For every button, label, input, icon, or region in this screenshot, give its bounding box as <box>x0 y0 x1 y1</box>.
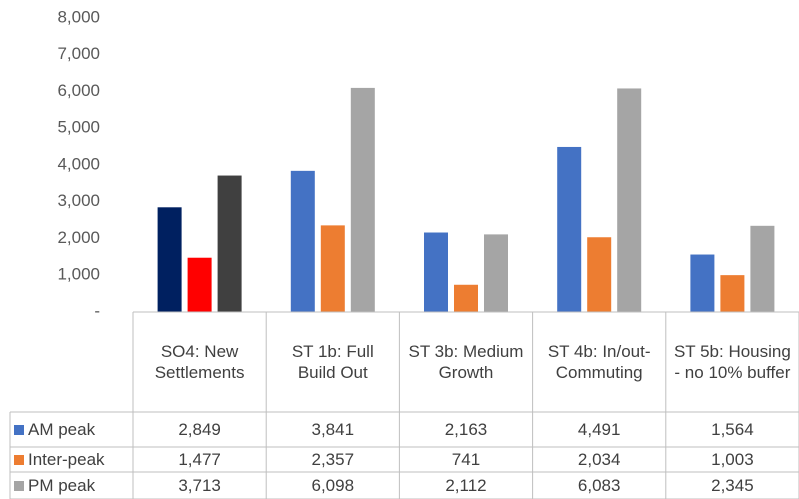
category-label-text: ST 4b: In/out-Commuting <box>547 342 651 382</box>
table-value-text: 741 <box>451 450 481 469</box>
table-value-text: 3,713 <box>178 476 221 495</box>
table-value-text: 2,849 <box>178 420 221 439</box>
table-value: 2,034 <box>533 447 666 472</box>
y-tick-label: 8,000 <box>57 7 100 26</box>
table-value: 2,849 <box>133 412 266 447</box>
table-value-text: 2,357 <box>311 450 355 469</box>
table-value-text: 2,345 <box>711 476 754 495</box>
legend-text: Inter-peak <box>28 450 105 469</box>
bar <box>750 225 775 312</box>
table-value: 1,477 <box>133 447 266 472</box>
table-value: 2,112 <box>399 472 532 499</box>
table-value-text: 2,112 <box>445 476 487 495</box>
table-value: 3,713 <box>133 472 266 499</box>
legend-text: AM peak <box>28 420 96 439</box>
bar <box>484 234 508 312</box>
table-value-text: 1,477 <box>178 450 221 469</box>
table-value: 3,841 <box>266 412 399 447</box>
category-label: SO4: New Settlements <box>133 312 266 412</box>
legend-key <box>14 480 24 491</box>
table-value-text: 4,491 <box>577 420 621 439</box>
bar <box>557 146 582 312</box>
table-value-text: 2,163 <box>444 420 488 439</box>
category-label-text: SO4: New Settlements <box>154 342 245 382</box>
table-value: 2,163 <box>399 412 532 447</box>
y-tick-label: 4,000 <box>57 154 100 173</box>
y-tick-label: 7,000 <box>57 44 100 63</box>
table-value-text: 6,098 <box>311 476 355 495</box>
bar <box>720 275 745 312</box>
table-value: 2,357 <box>266 447 399 472</box>
table-value: 1,003 <box>666 447 799 472</box>
y-tick-label: 6,000 <box>57 81 100 100</box>
category-label: ST 3b: Medium Growth <box>399 312 532 412</box>
category-label: ST 4b: In/out-Commuting <box>533 312 666 412</box>
y-tick-label: 2,000 <box>57 228 100 247</box>
table-value-text: 6,083 <box>577 476 621 495</box>
category-label-text: ST 3b: Medium Growth <box>408 342 524 382</box>
table-value-text: 3,841 <box>311 420 355 439</box>
bar <box>424 232 448 312</box>
table-value: 6,098 <box>266 472 399 499</box>
bar <box>617 88 642 312</box>
bar <box>157 207 182 312</box>
category-label: ST 5b: Housing - no 10% buffer <box>666 312 799 412</box>
table-value-text: 2,034 <box>577 450 621 469</box>
y-tick-label: - <box>94 301 100 320</box>
bar <box>290 170 315 312</box>
legend-text: PM peak <box>28 476 96 495</box>
bar <box>320 225 345 312</box>
bar <box>454 284 478 312</box>
bar <box>690 254 715 312</box>
category-label: ST 1b: Full Build Out <box>266 312 399 412</box>
table-value: 6,083 <box>533 472 666 499</box>
category-label-text: ST 1b: Full Build Out <box>291 342 374 382</box>
table-value: 4,491 <box>533 412 666 447</box>
bar <box>187 257 212 312</box>
table-value: 2,345 <box>666 472 799 499</box>
bar <box>350 87 375 312</box>
table-value-text: 1,564 <box>711 420 754 439</box>
y-tick-label: 5,000 <box>57 118 100 137</box>
table-value: 1,564 <box>666 412 799 447</box>
legend-entry: Inter-peak <box>10 447 133 472</box>
table-value: 741 <box>399 447 532 472</box>
legend-key <box>14 454 24 465</box>
y-tick-label: 3,000 <box>57 191 100 210</box>
table-value-text: 1,003 <box>711 450 754 469</box>
category-label-text: ST 5b: Housing - no 10% buffer <box>673 342 791 382</box>
bar <box>217 175 242 312</box>
legend-entry: PM peak <box>10 472 133 499</box>
legend-key <box>14 424 24 435</box>
bar <box>587 237 612 312</box>
legend-entry: AM peak <box>10 412 133 447</box>
y-tick-label: 1,000 <box>57 265 100 284</box>
